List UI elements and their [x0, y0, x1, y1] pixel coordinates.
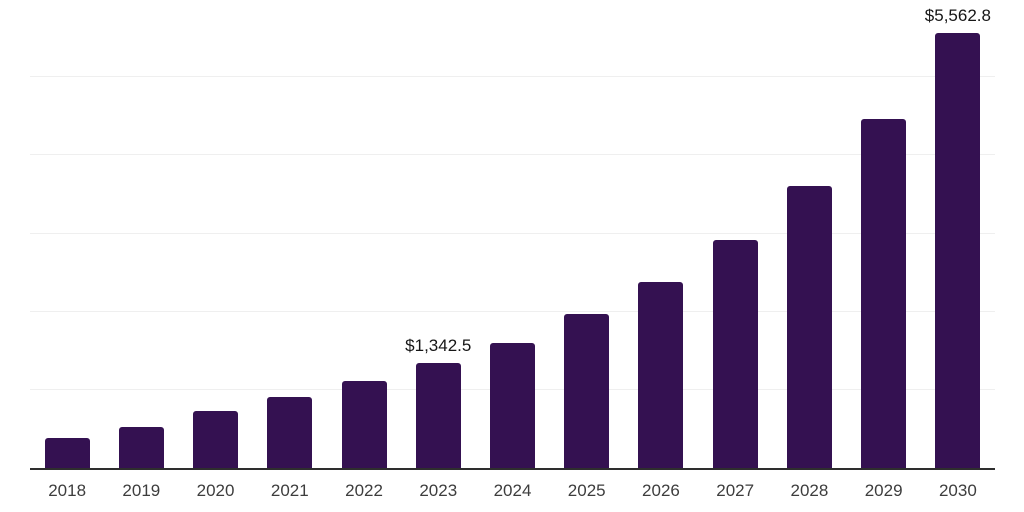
bar-2021: [267, 397, 313, 468]
bar-2027: [712, 240, 758, 468]
bar-2030: [935, 33, 981, 468]
gridline-2000: [30, 310, 995, 312]
bar-2019: [118, 427, 164, 468]
bar-2018: [44, 437, 90, 468]
bar-2028: [786, 186, 832, 468]
gridline-4000: [30, 154, 995, 156]
bar-value-label-2030: $5,562.8: [924, 6, 991, 26]
x-axis-label-2026: 2026: [642, 481, 680, 500]
bar-2029: [861, 118, 907, 468]
x-axis: 2018 2019 2020 2021 2022 2023 2024 2025 2026 2027…: [30, 481, 995, 505]
bar-2023: [415, 363, 461, 468]
x-axis-label-2028: 2028: [790, 481, 829, 500]
x-axis-label-2018: 2018: [48, 481, 87, 500]
gridline-3000: [30, 232, 995, 234]
x-axis-label-2027: 2027: [716, 481, 755, 500]
bar-2026: [638, 281, 684, 468]
x-axis-label-2023: 2023: [419, 481, 458, 500]
x-axis-label-2021: 2021: [270, 481, 309, 500]
x-axis-label-2024: 2024: [493, 481, 532, 500]
x-axis-label-2030: 2030: [938, 481, 977, 500]
plot-area: $1,342.5 $5,562.8: [30, 1, 995, 470]
x-axis-label-2020: 2020: [196, 481, 235, 500]
bar-2020: [193, 411, 239, 468]
x-axis-label-2029: 2029: [864, 481, 903, 500]
x-axis-label-2025: 2025: [567, 481, 606, 500]
x-axis-label-2019: 2019: [122, 481, 161, 500]
bar-value-label-2023: $1,342.5: [405, 336, 472, 356]
gridline-5000: [30, 76, 995, 78]
bar-2024: [490, 342, 535, 468]
bar-2022: [341, 380, 387, 468]
bar-2025: [564, 314, 610, 468]
x-axis-label-2022: 2022: [345, 481, 383, 500]
